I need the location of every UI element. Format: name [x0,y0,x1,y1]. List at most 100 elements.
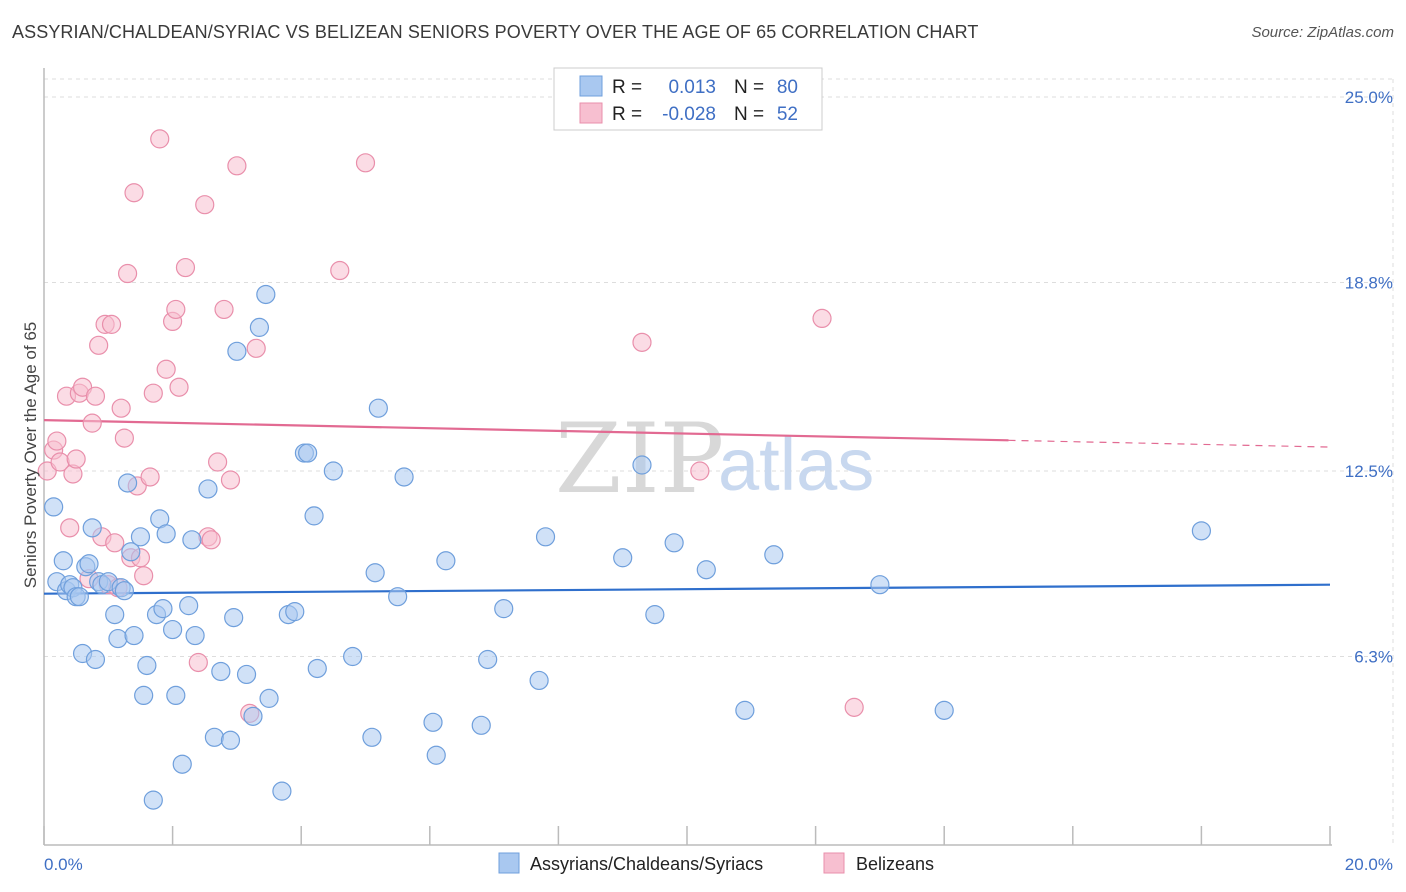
data-point-assyrian [478,649,498,670]
data-point-assyrian [307,658,327,679]
legend-r-value-blue: 0.013 [668,77,716,98]
data-point-assyrian [134,685,154,706]
data-point-assyrian [426,745,446,765]
data-point-assyrian [632,455,652,475]
data-point-belizean [166,299,186,320]
data-point-belizean [117,263,138,284]
data-point-assyrian [166,685,186,706]
stats-legend: R = 0.013 N = 80 R = -0.028 N = 52 [553,67,823,131]
data-point-assyrian [198,479,218,499]
data-point-belizean [140,467,160,487]
data-point-belizean [124,183,144,203]
data-point-assyrian [236,664,257,685]
data-point-belizean [66,449,86,469]
data-point-assyrian [613,548,633,568]
data-point-assyrian [870,575,890,595]
data-point-assyrian [529,670,549,691]
data-point-assyrian [394,467,414,487]
data-point-assyrian [436,551,456,571]
data-point-belizean [175,257,196,278]
data-point-assyrian [156,524,176,544]
y-tick-labels: 6.3% 12.5% 18.8% 25.0% [1345,88,1393,667]
data-point-belizean [105,533,125,553]
x-tick-label: 20.0% [1345,855,1393,874]
data-point-belizean [143,383,163,403]
data-point-assyrian [323,461,343,481]
data-point-belizean [114,428,134,448]
data-point-assyrian [211,661,231,682]
data-point-assyrian [764,545,784,565]
legend-swatch-pink [579,102,603,124]
data-point-assyrian [285,602,305,622]
data-point-assyrian [130,527,151,547]
y-tick-label: 25.0% [1345,88,1393,107]
data-point-belizean [134,566,154,586]
data-point-assyrian [117,473,138,493]
y-tick-label: 12.5% [1345,462,1393,481]
data-point-belizean [188,652,208,673]
data-point-assyrian [114,581,134,601]
bottom-legend-swatch-blue [498,852,520,874]
data-point-assyrian [362,727,382,747]
data-point-belizean [227,156,247,176]
data-point-assyrian [645,605,665,625]
data-point-assyrian [220,730,241,750]
data-point-assyrian [368,398,388,418]
data-point-assyrian [137,655,157,676]
data-point-assyrian [1191,521,1212,541]
data-point-belizean [201,530,221,550]
data-point-assyrian [143,790,163,810]
data-point-assyrian [934,700,954,720]
data-point-belizean [89,335,109,355]
y-tick-label: 6.3% [1354,648,1393,667]
data-point-assyrian [535,527,556,547]
data-point-belizean [111,398,131,418]
x-tick-labels: 0.0% 20.0% [44,855,1393,874]
data-point-assyrian [79,554,99,574]
data-point-belizean [330,260,350,281]
data-point-assyrian [82,518,102,538]
data-point-belizean [355,153,376,173]
bottom-legend-swatch-pink [823,852,845,874]
data-point-assyrian [163,619,183,640]
data-point-assyrian [298,443,318,463]
y-axis-title: Seniors Poverty Over the Age of 65 [21,322,40,588]
legend-n-label: N = [734,77,764,98]
series-legend: Assyrians/Chaldeans/Syriacs Belizeans [498,852,934,874]
data-point-belizean [632,332,652,352]
data-point-belizean [169,377,189,397]
data-point-assyrian [53,551,73,571]
data-point-assyrian [108,628,128,649]
chart-title: ASSYRIAN/CHALDEAN/SYRIAC VS BELIZEAN SEN… [12,22,979,42]
data-point-assyrian [272,781,292,801]
data-point-belizean [150,129,170,149]
data-point-assyrian [256,284,276,305]
data-point-belizean [214,299,234,320]
data-point-assyrian [423,712,443,732]
data-point-belizean [690,461,710,481]
data-point-belizean [47,431,67,451]
data-point-assyrian [365,563,385,583]
data-point-assyrian [224,608,244,628]
data-point-belizean [208,452,228,472]
data-point-belizean [156,359,176,379]
data-point-assyrian [494,599,514,619]
source-label: Source: ZipAtlas.com [1251,24,1394,41]
data-point-assyrian [664,533,684,553]
data-point-assyrian [69,587,89,607]
data-point-belizean [220,470,241,490]
data-point-assyrian [227,341,247,361]
data-point-assyrian [44,497,64,517]
legend-n-value-pink: 52 [777,104,798,125]
data-point-assyrian [121,542,141,562]
x-tick-label: 0.0% [44,855,83,874]
data-point-assyrian [259,688,279,708]
trend-lines [43,419,1331,595]
data-point-assyrian [185,625,205,646]
data-point-assyrian [85,649,106,670]
data-point-belizean [195,195,215,215]
legend-r-value-pink: -0.028 [662,104,716,125]
y-tick-label: 18.8% [1345,274,1393,293]
legend-n-label: N = [734,104,764,125]
data-point-assyrian [153,599,173,619]
